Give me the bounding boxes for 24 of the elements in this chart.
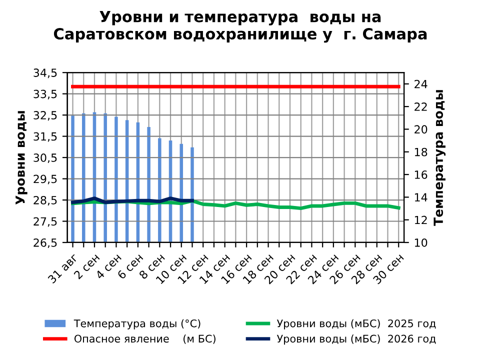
y-axis-title: Уровни воды xyxy=(16,111,28,205)
y-tick-label: 27,5 xyxy=(34,217,57,227)
legend-label: Опасное явление (м БС) xyxy=(74,334,216,344)
y2-tick-label: 20 xyxy=(414,125,428,134)
y-tick-label: 26,5 xyxy=(34,238,57,248)
y2-tick-label: 24 xyxy=(414,80,428,88)
y2-tick-label: 22 xyxy=(414,102,427,111)
chart-title: Уровни и температура воды на Саратовском водохранилище у г. Самара xyxy=(54,10,427,43)
y-tick-label: 33,5 xyxy=(34,90,57,100)
y2-tick-label: 12 xyxy=(414,216,427,224)
y2-tick-label: 10 xyxy=(414,238,428,247)
y2-tick-label: 14 xyxy=(414,193,428,202)
y-tick-label: 34,5 xyxy=(34,68,57,78)
y-tick-label: 28,5 xyxy=(34,196,57,206)
y-tick-label: 31,5 xyxy=(34,132,57,142)
y2-axis-title: Температура воды xyxy=(434,90,446,226)
y-tick-label: 32,5 xyxy=(34,111,57,121)
legend-label: Уровни воды (мБС) 2025 год xyxy=(276,319,436,330)
y-tick-label: 29,5 xyxy=(34,174,57,184)
legend-label: Температура воды (°C) xyxy=(74,319,200,330)
legend-label: Уровни воды (мБС) 2026 год xyxy=(276,334,436,345)
y2-tick-label: 18 xyxy=(414,148,428,156)
y2-tick-label: 16 xyxy=(414,170,428,179)
y-tick-label: 30,5 xyxy=(34,154,57,164)
